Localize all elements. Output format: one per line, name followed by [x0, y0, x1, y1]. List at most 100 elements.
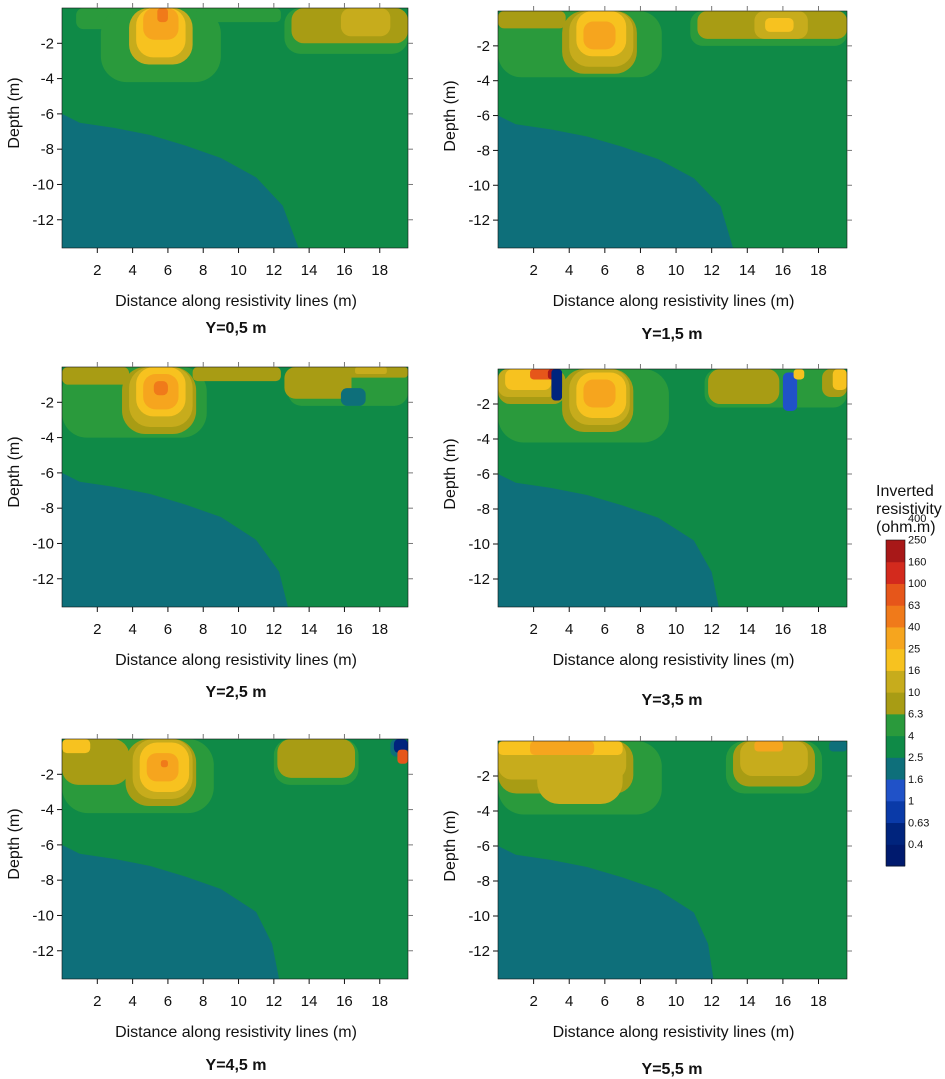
- y-tick-label: -10: [468, 536, 490, 553]
- x-tick-label: 2: [529, 262, 537, 279]
- x-tick-label: 18: [371, 262, 388, 279]
- x-tick-label: 6: [601, 262, 609, 279]
- y-tick-label: -12: [32, 571, 54, 588]
- x-tick-label: 12: [703, 621, 720, 638]
- x-tick-label: 4: [565, 262, 573, 279]
- plot-frame: [61, 366, 409, 608]
- x-tick-label: 6: [601, 621, 609, 638]
- x-tick-label: 4: [128, 262, 136, 279]
- x-tick-label: 18: [810, 993, 827, 1010]
- colorbar-tick-label: 1.6: [908, 774, 923, 786]
- colorbar-swatch: [886, 583, 905, 606]
- anomaly: [192, 367, 281, 382]
- y-tick-label: -8: [41, 141, 54, 158]
- y-tick-label: -4: [477, 73, 490, 90]
- colorbar-tick-label: 160: [908, 556, 926, 568]
- x-tick-label: 6: [164, 621, 172, 638]
- y-tick-label: -12: [32, 943, 54, 960]
- colorbar-tick-label: 16: [908, 665, 920, 677]
- panel-4: 2 4 6 8 10 12 14 16 18 -2 -4 -6 -8 -10 -12 Distance alo…: [442, 364, 852, 709]
- anomaly: [340, 388, 366, 406]
- colorbar: 0.4 0.63 1 1.6 2.5 4 6.3 10 16 25 40 63 100 160 250 400…: [876, 483, 942, 867]
- colorbar-tick-label: 25: [908, 643, 920, 655]
- colorbar-tick-label: 10: [908, 687, 920, 699]
- heatmap-body: [498, 741, 847, 979]
- x-tick-label: 14: [301, 993, 318, 1010]
- y-tick-label: -2: [41, 766, 54, 783]
- colorbar-title-line: resistivity: [876, 501, 942, 518]
- y-tick-label: -8: [41, 872, 54, 889]
- y-tick-label: -4: [477, 803, 490, 820]
- y-tick-label: -2: [477, 38, 490, 55]
- deep-zone: [62, 113, 299, 248]
- y-tick-label: -2: [477, 396, 490, 413]
- y-axis-label: Depth (m): [442, 810, 459, 881]
- plot-frame: [61, 738, 409, 980]
- x-tick-label: 14: [739, 621, 756, 638]
- x-tick-label: 10: [230, 993, 247, 1010]
- x-tick-label: 2: [529, 993, 537, 1010]
- y-tick-label: -4: [41, 430, 54, 447]
- y-axis-label: Depth (m): [6, 436, 23, 507]
- anomaly: [583, 21, 616, 50]
- colorbar-tick-label: 400: [908, 513, 926, 525]
- y-tick-label: -4: [477, 431, 490, 448]
- x-tick-label: 2: [93, 262, 101, 279]
- x-axis-label: Distance along resistivity lines (m): [553, 293, 795, 310]
- x-tick-label: 10: [668, 621, 685, 638]
- colorbar-tick-label: 250: [908, 535, 926, 547]
- anomaly: [397, 749, 408, 764]
- x-tick-label: 14: [739, 262, 756, 279]
- x-tick-label: 12: [265, 993, 282, 1010]
- heatmap-body: [498, 369, 847, 607]
- colorbar-swatch: [886, 735, 905, 758]
- y-tick-label: -6: [41, 465, 54, 482]
- x-tick-label: 14: [301, 262, 318, 279]
- x-tick-label: 16: [336, 262, 353, 279]
- colorbar-swatch: [886, 692, 905, 715]
- x-tick-label: 10: [230, 262, 247, 279]
- colorbar-swatch: [886, 648, 905, 671]
- anomaly: [153, 381, 168, 396]
- x-tick-label: 8: [199, 262, 207, 279]
- panel-title: Y=2,5 m: [206, 684, 267, 701]
- anomaly: [146, 753, 179, 782]
- y-tick-label: -10: [468, 908, 490, 925]
- panel-title: Y=4,5 m: [206, 1057, 267, 1074]
- x-axis-label: Distance along resistivity lines (m): [115, 293, 357, 310]
- colorbar-swatch: [886, 779, 905, 802]
- anomaly: [284, 367, 352, 399]
- anomaly: [157, 8, 168, 23]
- colorbar-title-line: Inverted: [876, 483, 934, 500]
- x-tick-label: 12: [703, 262, 720, 279]
- x-axis-label: Distance along resistivity lines (m): [553, 652, 795, 669]
- y-tick-label: -2: [41, 394, 54, 411]
- x-axis-label: Distance along resistivity lines (m): [115, 652, 357, 669]
- x-axis-label: Distance along resistivity lines (m): [115, 1024, 357, 1041]
- y-tick-label: -10: [32, 907, 54, 924]
- y-tick-label: -4: [41, 802, 54, 819]
- colorbar-tick-label: 0.4: [908, 839, 923, 851]
- x-tick-label: 10: [668, 262, 685, 279]
- x-tick-label: 16: [775, 262, 792, 279]
- x-tick-label: 8: [636, 262, 644, 279]
- x-tick-label: 8: [199, 621, 207, 638]
- colorbar-tick-label: 2.5: [908, 752, 923, 764]
- x-tick-label: 4: [565, 993, 573, 1010]
- plot-frame: [497, 10, 848, 249]
- x-tick-label: 18: [810, 621, 827, 638]
- colorbar-title-line: (ohm.m): [876, 519, 936, 536]
- x-tick-label: 4: [128, 993, 136, 1010]
- y-tick-label: -12: [468, 943, 490, 960]
- x-tick-label: 16: [336, 993, 353, 1010]
- y-axis-label: Depth (m): [6, 77, 23, 148]
- anomaly: [832, 369, 847, 390]
- panel-title: Y=1,5 m: [642, 326, 703, 343]
- x-tick-label: 12: [703, 993, 720, 1010]
- anomaly: [143, 8, 179, 40]
- x-tick-label: 4: [128, 621, 136, 638]
- anomaly: [829, 741, 847, 752]
- y-tick-label: -8: [41, 500, 54, 517]
- anomaly: [537, 741, 623, 804]
